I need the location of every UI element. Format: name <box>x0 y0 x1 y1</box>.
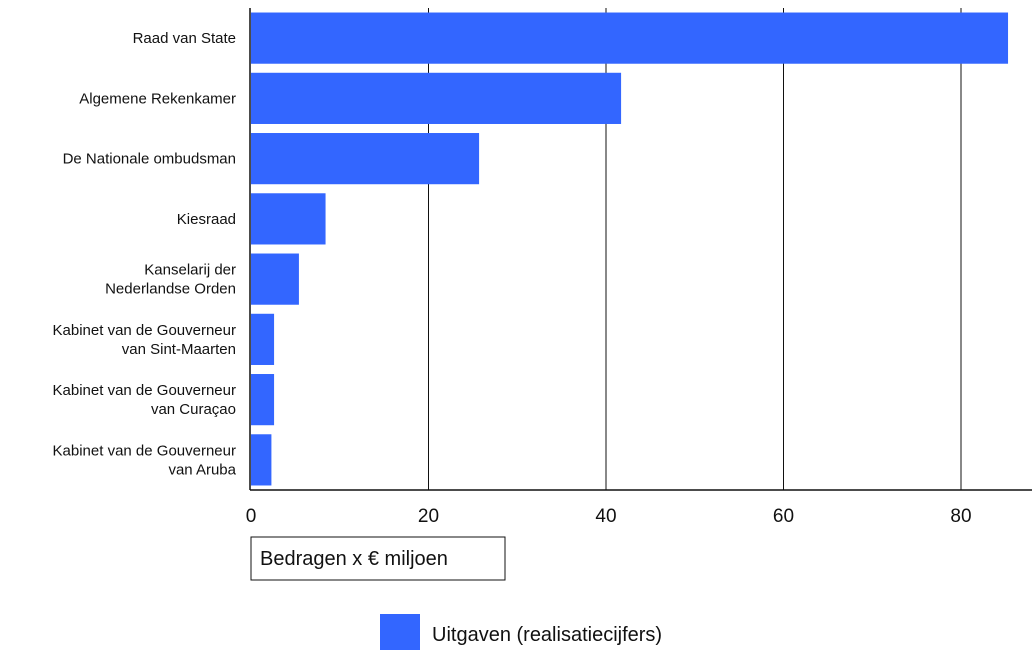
bar-7 <box>251 434 272 486</box>
bar-2 <box>251 133 480 185</box>
x-tick-label-20: 20 <box>418 506 439 527</box>
bar-0 <box>251 12 1009 64</box>
axes <box>249 8 1032 491</box>
bar-4 <box>251 253 299 305</box>
category-label-line: Raad van State <box>133 30 236 47</box>
category-label-line: van Aruba <box>168 461 236 478</box>
x-tick-label-60: 60 <box>773 506 794 527</box>
legend-swatch <box>380 614 420 650</box>
category-label-2: De Nationale ombudsman <box>63 151 236 168</box>
category-label-3: Kiesraad <box>177 211 236 228</box>
bar-6 <box>251 374 275 426</box>
category-label-line: Kiesraad <box>177 211 236 228</box>
x-axis-title-box: Bedragen x € miljoen <box>250 536 506 581</box>
bar-3 <box>251 193 326 245</box>
category-label-4: Kanselarij der Nederlandse Orden <box>105 262 236 298</box>
bar-5 <box>251 313 275 365</box>
category-label-line: Kabinet van de Gouverneur <box>53 382 236 399</box>
legend: Uitgaven (realisatiecijfers) <box>380 614 662 650</box>
category-label-line: Nederlandse Orden <box>105 281 236 298</box>
category-label-line: De Nationale ombudsman <box>63 151 236 168</box>
category-label-line: van Sint-Maarten <box>122 341 236 358</box>
x-tick-label-0: 0 <box>246 506 257 527</box>
x-axis-title: Bedragen x € miljoen <box>260 548 448 570</box>
legend-label: Uitgaven (realisatiecijfers) <box>432 624 662 646</box>
category-label-6: Kabinet van de Gouverneur van Curaçao <box>53 382 236 418</box>
x-tick-labels: 0 20 40 60 80 <box>246 506 972 527</box>
bar-1 <box>251 72 622 124</box>
category-label-line: Kabinet van de Gouverneur <box>53 442 236 459</box>
category-label-line: Algemene Rekenkamer <box>79 90 236 107</box>
category-label-0: Raad van State <box>133 30 236 47</box>
category-label-line: Kabinet van de Gouverneur <box>53 322 236 339</box>
bars <box>251 12 1009 486</box>
category-label-7: Kabinet van de Gouverneur van Aruba <box>53 442 237 478</box>
category-label-line: van Curaçao <box>151 401 236 418</box>
category-label-1: Algemene Rekenkamer <box>79 90 236 107</box>
x-tick-label-40: 40 <box>595 506 616 527</box>
category-label-line: Kanselarij der <box>144 262 236 279</box>
x-tick-label-80: 80 <box>950 506 971 527</box>
category-label-5: Kabinet van de Gouverneur van Sint-Maarte… <box>53 322 236 358</box>
category-labels: Raad van State Algemene Rekenkamer De Nati… <box>53 30 237 478</box>
